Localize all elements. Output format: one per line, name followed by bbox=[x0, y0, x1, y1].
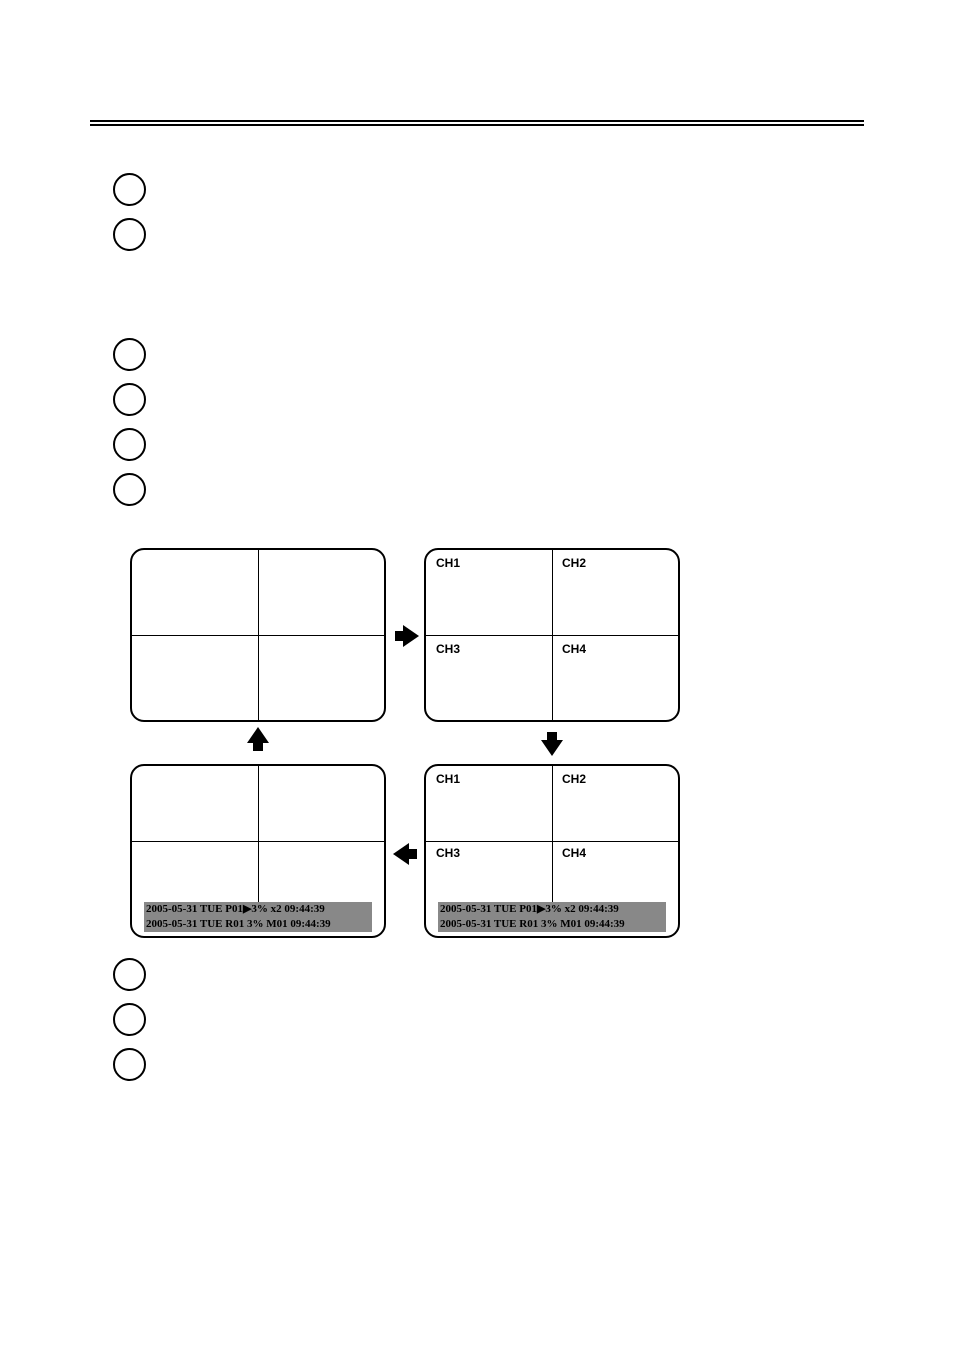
channel-label-2: CH2 bbox=[562, 556, 586, 570]
status-line-rec: 2005-05-31 TUE R01 3% M01 09:44:39 bbox=[438, 917, 666, 932]
grid-divider-horizontal bbox=[132, 635, 384, 636]
bullet-circle-icon bbox=[113, 1048, 146, 1081]
channel-label-1: CH1 bbox=[436, 556, 460, 570]
bullet-circle-icon bbox=[113, 428, 146, 461]
channel-label-4: CH4 bbox=[562, 642, 586, 656]
panel-bottom-right: CH1 CH2 CH3 CH4 2005-05-31 TUE P01▶3% x2… bbox=[424, 764, 680, 938]
channel-label-4: CH4 bbox=[562, 846, 586, 860]
channel-label-1: CH1 bbox=[436, 772, 460, 786]
channel-label-2: CH2 bbox=[562, 772, 586, 786]
grid-divider-vertical bbox=[258, 766, 259, 904]
status-line-play: 2005-05-31 TUE P01▶3% x2 09:44:39 bbox=[144, 902, 372, 917]
arrow-down-icon bbox=[541, 740, 563, 756]
bullet-circle-icon bbox=[113, 218, 146, 251]
channel-label-3: CH3 bbox=[436, 846, 460, 860]
bullet-circle-icon bbox=[113, 383, 146, 416]
grid-divider-horizontal bbox=[426, 635, 678, 636]
status-bar-wrapper: 2005-05-31 TUE P01▶3% x2 09:44:39 2005-0… bbox=[438, 902, 666, 932]
bullet-circle-icon bbox=[113, 173, 146, 206]
arrow-right-icon bbox=[403, 625, 419, 647]
circle-group-2 bbox=[113, 338, 146, 518]
grid-divider-horizontal bbox=[132, 841, 384, 842]
bullet-circle-icon bbox=[113, 473, 146, 506]
status-bar-wrapper: 2005-05-31 TUE P01▶3% x2 09:44:39 2005-0… bbox=[144, 902, 372, 932]
panel-top-right: CH1 CH2 CH3 CH4 bbox=[424, 548, 680, 722]
panel-bottom-left: 2005-05-31 TUE P01▶3% x2 09:44:39 2005-0… bbox=[130, 764, 386, 938]
bullet-circle-icon bbox=[113, 958, 146, 991]
arrow-up-icon bbox=[247, 727, 269, 743]
status-line-play: 2005-05-31 TUE P01▶3% x2 09:44:39 bbox=[438, 902, 666, 917]
bullet-circle-icon bbox=[113, 1003, 146, 1036]
panel-top-left bbox=[130, 548, 386, 722]
page-top-border bbox=[90, 120, 864, 126]
grid-divider-horizontal bbox=[426, 841, 678, 842]
grid-divider-vertical bbox=[552, 766, 553, 904]
circle-group-1 bbox=[113, 173, 146, 263]
channel-label-3: CH3 bbox=[436, 642, 460, 656]
arrow-left-icon bbox=[393, 843, 409, 865]
circle-group-3 bbox=[113, 958, 146, 1093]
status-line-rec: 2005-05-31 TUE R01 3% M01 09:44:39 bbox=[144, 917, 372, 932]
bullet-circle-icon bbox=[113, 338, 146, 371]
